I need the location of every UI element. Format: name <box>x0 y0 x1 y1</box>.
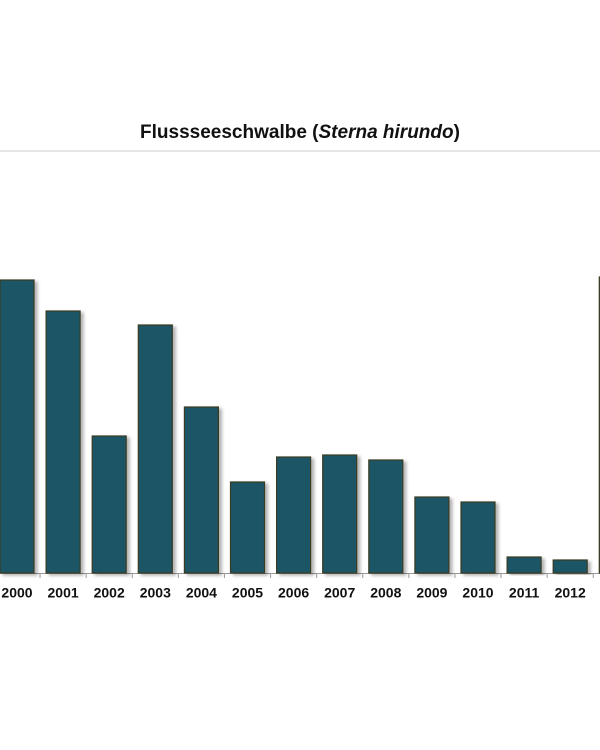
bar <box>183 406 219 574</box>
x-tick-label: 2011 <box>509 585 540 601</box>
bar <box>506 556 542 574</box>
bar <box>137 324 173 574</box>
x-tick-label: 2002 <box>94 585 125 601</box>
bar <box>460 501 496 574</box>
x-tick-label: 2001 <box>48 585 79 601</box>
chart-title: Flussseeschwalbe (Sterna hirundo) <box>140 122 460 143</box>
x-tick-label: 2006 <box>278 585 309 601</box>
bar <box>45 310 81 574</box>
bar <box>414 496 450 574</box>
bar <box>276 456 312 574</box>
bar <box>322 454 358 574</box>
x-tick-label: 2008 <box>370 585 401 601</box>
x-tick-label: 2012 <box>555 585 586 601</box>
bar <box>229 481 266 574</box>
title-text: ) <box>454 122 460 143</box>
bar <box>552 559 588 574</box>
x-tick-label: 2000 <box>1 585 32 601</box>
bar <box>368 459 404 574</box>
x-tick-label: 2004 <box>186 585 217 601</box>
title-species: Sterna hirundo <box>319 122 454 143</box>
x-tick-label: 2005 <box>232 585 263 601</box>
x-tick-label: 2007 <box>324 585 355 601</box>
bar <box>91 435 127 574</box>
title-text: Flussseeschwalbe ( <box>140 122 319 143</box>
x-tick-label: 2009 <box>416 585 447 601</box>
x-tick-label: 2003 <box>140 585 171 601</box>
bar <box>0 279 35 574</box>
x-tick-label: 2010 <box>462 585 493 601</box>
